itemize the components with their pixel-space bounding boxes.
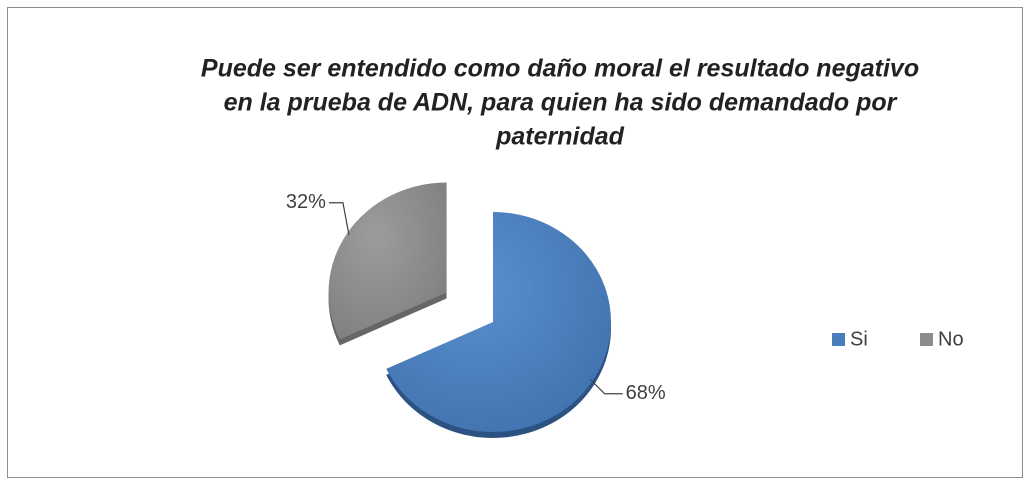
pie-slice (328, 182, 447, 340)
data-label: 32% (286, 191, 326, 213)
chart-title: en la prueba de ADN, para quien ha sido … (224, 89, 898, 117)
chart-title: Puede ser entendido como daño moral el r… (201, 55, 919, 83)
leader-line (328, 202, 350, 235)
chart-title: paternidad (495, 123, 625, 151)
legend-swatch (832, 333, 845, 346)
pie-slice (386, 212, 611, 432)
legend-swatch (920, 333, 933, 346)
legend-label: Si (850, 328, 868, 350)
data-label: 68% (626, 382, 666, 404)
legend-label: No (938, 328, 964, 350)
leader-line (590, 379, 623, 395)
